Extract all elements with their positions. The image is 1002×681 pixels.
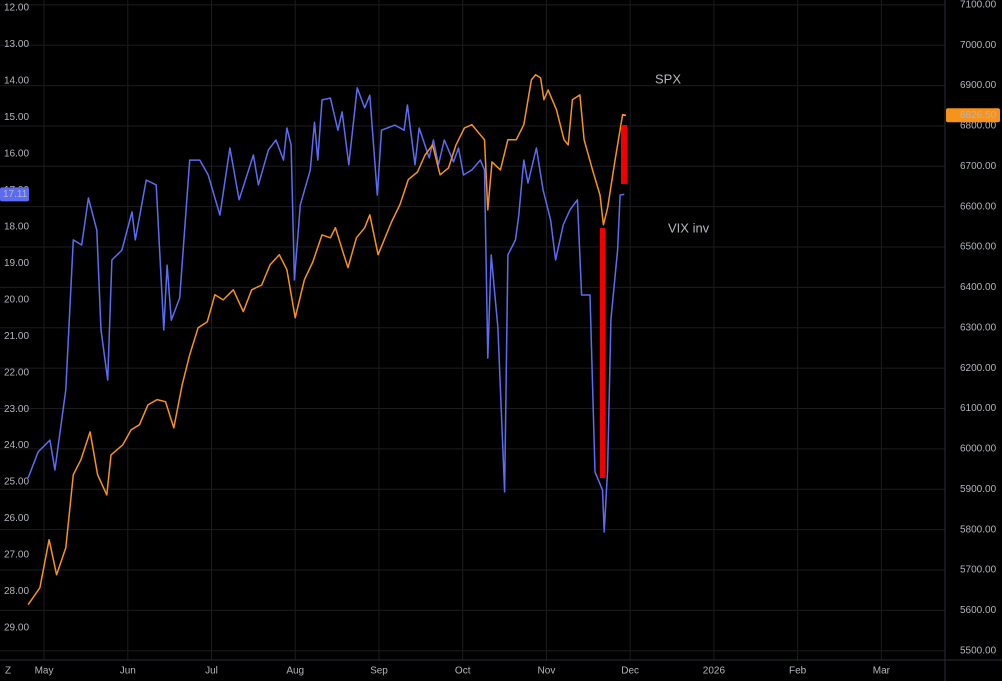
y2-tick-label: 6900.00 bbox=[960, 80, 997, 91]
x-tick-label: Aug bbox=[286, 666, 304, 677]
y2-tick-label: 7100.00 bbox=[960, 0, 997, 10]
y-tick-label: 16.00 bbox=[4, 149, 29, 160]
x-tick-label: Dec bbox=[621, 666, 639, 677]
y2-tick-label: 5900.00 bbox=[960, 484, 997, 495]
annotation: SPX bbox=[655, 71, 681, 86]
y2-tick-label: 6600.00 bbox=[960, 201, 997, 212]
y-tick-label: 26.00 bbox=[4, 513, 29, 524]
x-tick-label: Jun bbox=[120, 666, 136, 677]
y2-tick-label: 5500.00 bbox=[960, 645, 997, 656]
x-tick-label: Oct bbox=[455, 666, 471, 677]
y2-tick-label: 7000.00 bbox=[960, 40, 997, 51]
y-tick-label: 22.00 bbox=[4, 367, 29, 378]
y-tick-label: 27.00 bbox=[4, 550, 29, 561]
y2-tick-label: 6000.00 bbox=[960, 444, 997, 455]
annotation: VIX inv bbox=[668, 220, 710, 235]
drawn-marker bbox=[600, 228, 605, 478]
y-tick-label: 29.00 bbox=[4, 623, 29, 634]
y-tick-label: 23.00 bbox=[4, 404, 29, 415]
x-tick-label: Sep bbox=[370, 666, 388, 677]
series-line bbox=[27, 73, 627, 606]
y-tick-label: 12.00 bbox=[4, 3, 29, 14]
x-tick-label: 2026 bbox=[703, 666, 726, 677]
last-value-label: 17.11 bbox=[3, 189, 28, 200]
y2-tick-label: 6700.00 bbox=[960, 161, 997, 172]
y-tick-label: 13.00 bbox=[4, 39, 29, 50]
y-tick-label: 24.00 bbox=[4, 440, 29, 451]
y-tick-label: 25.00 bbox=[4, 477, 29, 488]
y-tick-label: 20.00 bbox=[4, 294, 29, 305]
y-tick-label: 21.00 bbox=[4, 331, 29, 342]
y2-tick-label: 6800.00 bbox=[960, 121, 997, 132]
y-tick-label: 14.00 bbox=[4, 76, 29, 87]
last-value-label: 6826.50 bbox=[960, 110, 997, 121]
series-line bbox=[27, 87, 625, 533]
drawn-marker bbox=[621, 125, 627, 184]
y2-tick-label: 5700.00 bbox=[960, 565, 997, 576]
y2-tick-label: 6200.00 bbox=[960, 363, 997, 374]
x-tick-label: May bbox=[35, 666, 54, 677]
y2-tick-label: 6300.00 bbox=[960, 322, 997, 333]
last-value-badge bbox=[0, 187, 29, 202]
x-tick-label: Feb bbox=[789, 666, 807, 677]
x-tick-label: Nov bbox=[538, 666, 556, 677]
y-tick-label: 18.00 bbox=[4, 221, 29, 232]
x-tick-label: Jul bbox=[205, 666, 218, 677]
corner-label[interactable]: Z bbox=[5, 666, 11, 677]
last-value-badge bbox=[946, 108, 1000, 123]
plot bbox=[27, 73, 627, 606]
y2-tick-label: 6400.00 bbox=[960, 282, 997, 293]
y2-tick-label: 5600.00 bbox=[960, 605, 997, 616]
y-tick-label: 19.00 bbox=[4, 258, 29, 269]
y2-tick-label: 5800.00 bbox=[960, 524, 997, 535]
y2-tick-label: 6500.00 bbox=[960, 242, 997, 253]
y2-tick-label: 6100.00 bbox=[960, 403, 997, 414]
y-tick-label: 28.00 bbox=[4, 586, 29, 597]
x-tick-label: Mar bbox=[873, 666, 891, 677]
y-tick-label: 15.00 bbox=[4, 112, 29, 123]
